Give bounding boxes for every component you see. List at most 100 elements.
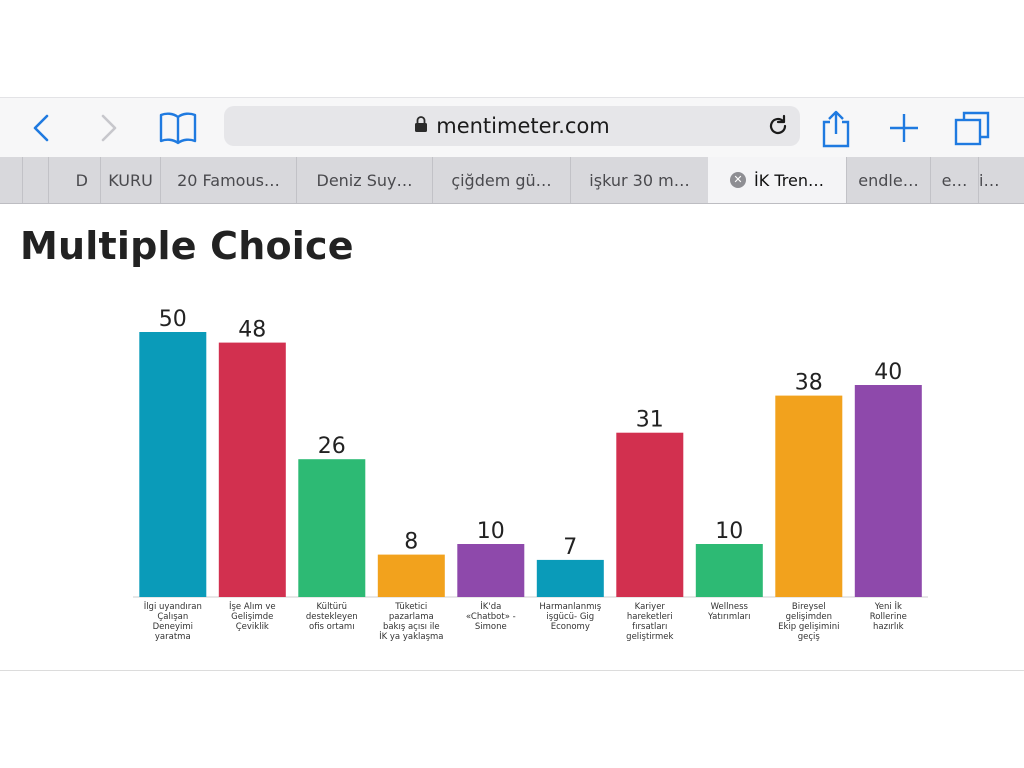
browser-toolbar: mentimeter.com (0, 97, 1024, 158)
data-label: 8 (404, 530, 418, 555)
address-bar[interactable]: mentimeter.com (224, 106, 800, 146)
category-label-line: bakış açısı ile (383, 622, 440, 632)
tabs-overview-button[interactable] (950, 98, 994, 158)
category-label-line: hazırlık (873, 622, 904, 632)
category-label: Yeni İk Rollerine hazırlık (870, 601, 907, 632)
tab-item[interactable]: e… (930, 157, 978, 203)
data-label: 10 (715, 519, 743, 544)
tab-item[interactable]: i… (978, 157, 1024, 203)
bar-5 (457, 544, 525, 597)
back-button[interactable] (24, 98, 58, 158)
divider (0, 670, 1024, 671)
tab-label: Deniz Suy… (316, 170, 413, 190)
category-label-line: hareketleri (627, 612, 673, 622)
bar-2 (218, 342, 286, 597)
category-label-line: pazarlama (389, 612, 434, 622)
category-label-line: İşe Alım ve (229, 601, 276, 612)
open-book-icon (158, 111, 198, 145)
category-label-line: Harmanlanmış (539, 602, 601, 612)
category-label-line: yaratma (155, 632, 191, 642)
tab-edge[interactable] (0, 157, 22, 203)
category-label-line: Simone (475, 622, 507, 632)
url-text: mentimeter.com (436, 114, 610, 138)
tab-item-active[interactable]: ✕ İK Tren… (708, 157, 846, 203)
forward-button[interactable] (92, 98, 126, 158)
bar-8 (695, 544, 763, 597)
category-label: İşe Alım ve Gelişimde Çeviklik (229, 601, 276, 632)
category-label-line: Ekip gelişimini (778, 622, 839, 632)
tabs-icon (953, 110, 991, 146)
category-label-line: Çeviklik (236, 622, 269, 632)
bar-1 (139, 332, 207, 597)
tab-edge[interactable] (22, 157, 48, 203)
category-label-line: destekleyen (306, 612, 358, 622)
category-label: Harmanlanmış işgücü- Gig Economy (539, 602, 601, 632)
tab-item[interactable]: 20 Famous… (160, 157, 296, 203)
tab-label: 20 Famous… (177, 170, 280, 190)
category-label-line: işgücü- Gig (546, 612, 594, 622)
category-label: Tüketici pazarlama bakış açısı ile İK ya ya… (379, 602, 443, 642)
category-label: Wellness Yatırımları (707, 602, 751, 622)
tab-item[interactable]: Deniz Suy… (296, 157, 432, 203)
tab-item[interactable]: D (48, 157, 100, 203)
chevron-left-icon (31, 113, 51, 143)
category-label-line: Economy (551, 622, 590, 632)
category-label-line: İlgi uyandıran (144, 601, 202, 612)
tab-bar: D KURU 20 Famous… Deniz Suy… çiğdem gü… … (0, 157, 1024, 204)
category-label-line: İK'da (480, 601, 501, 612)
category-label: İK'da «Chatbot» -Simone (466, 601, 516, 632)
category-label-line: Gelişimde (231, 612, 273, 622)
bar-7 (616, 432, 684, 597)
bar-3 (298, 459, 366, 597)
tab-label: KURU (108, 170, 153, 190)
plus-icon (888, 112, 920, 144)
tab-item[interactable]: işkur 30 m… (570, 157, 708, 203)
reload-icon[interactable] (766, 114, 790, 138)
category-label-line: Bireysel (792, 602, 826, 612)
bar-6 (536, 559, 604, 597)
tab-item[interactable]: çiğdem gü… (432, 157, 570, 203)
page-content: Multiple Choice 50 İlgi uyandıran Çalışan D… (0, 204, 1024, 670)
category-label: Bireysel gelişimden Ekip gelişimini geçiş (778, 602, 839, 642)
data-label: 31 (636, 408, 664, 433)
bar-10 (854, 385, 922, 597)
category-label-line: ofis ortamı (309, 622, 355, 632)
category-label-line: Çalışan (157, 612, 188, 622)
category-label: Kültürü destekleyen ofis ortamı (306, 602, 358, 632)
tab-item[interactable]: KURU (100, 157, 160, 203)
data-label: 26 (318, 434, 346, 459)
category-label-line: Tüketici (394, 602, 427, 612)
data-label: 50 (159, 307, 187, 332)
data-label: 40 (874, 360, 902, 385)
category-label-line: Rollerine (870, 612, 907, 622)
category-label-line: Yeni İk (874, 601, 902, 612)
category-label-line: Yatırımları (707, 612, 751, 622)
data-label: 48 (238, 318, 266, 343)
data-label: 7 (563, 535, 577, 560)
share-icon (820, 108, 852, 148)
tab-label: D (75, 170, 88, 190)
bottom-margin (0, 671, 1024, 768)
chevron-right-icon (99, 113, 119, 143)
new-tab-button[interactable] (884, 98, 924, 158)
category-label-line: gelişimden (786, 612, 832, 622)
bar-9 (775, 395, 843, 597)
close-tab-icon[interactable]: ✕ (730, 172, 747, 188)
tab-label: i… (979, 170, 1000, 190)
tab-label: işkur 30 m… (589, 170, 690, 190)
category-label-line: İK ya yaklaşma (379, 631, 443, 642)
category-label-line: geçiş (798, 632, 821, 642)
top-margin (0, 0, 1024, 97)
page-title: Multiple Choice (20, 224, 354, 268)
tab-item[interactable]: endle… (846, 157, 930, 203)
tab-label: çiğdem gü… (451, 170, 552, 190)
bar-4 (377, 554, 445, 597)
share-button[interactable] (816, 98, 856, 158)
lock-icon (414, 115, 428, 137)
category-label: İlgi uyandıran Çalışan Deneyimi yaratma (144, 601, 202, 642)
category-label-line: geliştirmek (626, 632, 673, 642)
bookmarks-button[interactable] (156, 98, 200, 158)
category-label-line: Kültürü (317, 602, 348, 612)
category-label: Kariyer hareketleri fırsatları geliştirmek (626, 602, 673, 642)
tab-label: e… (941, 170, 968, 190)
